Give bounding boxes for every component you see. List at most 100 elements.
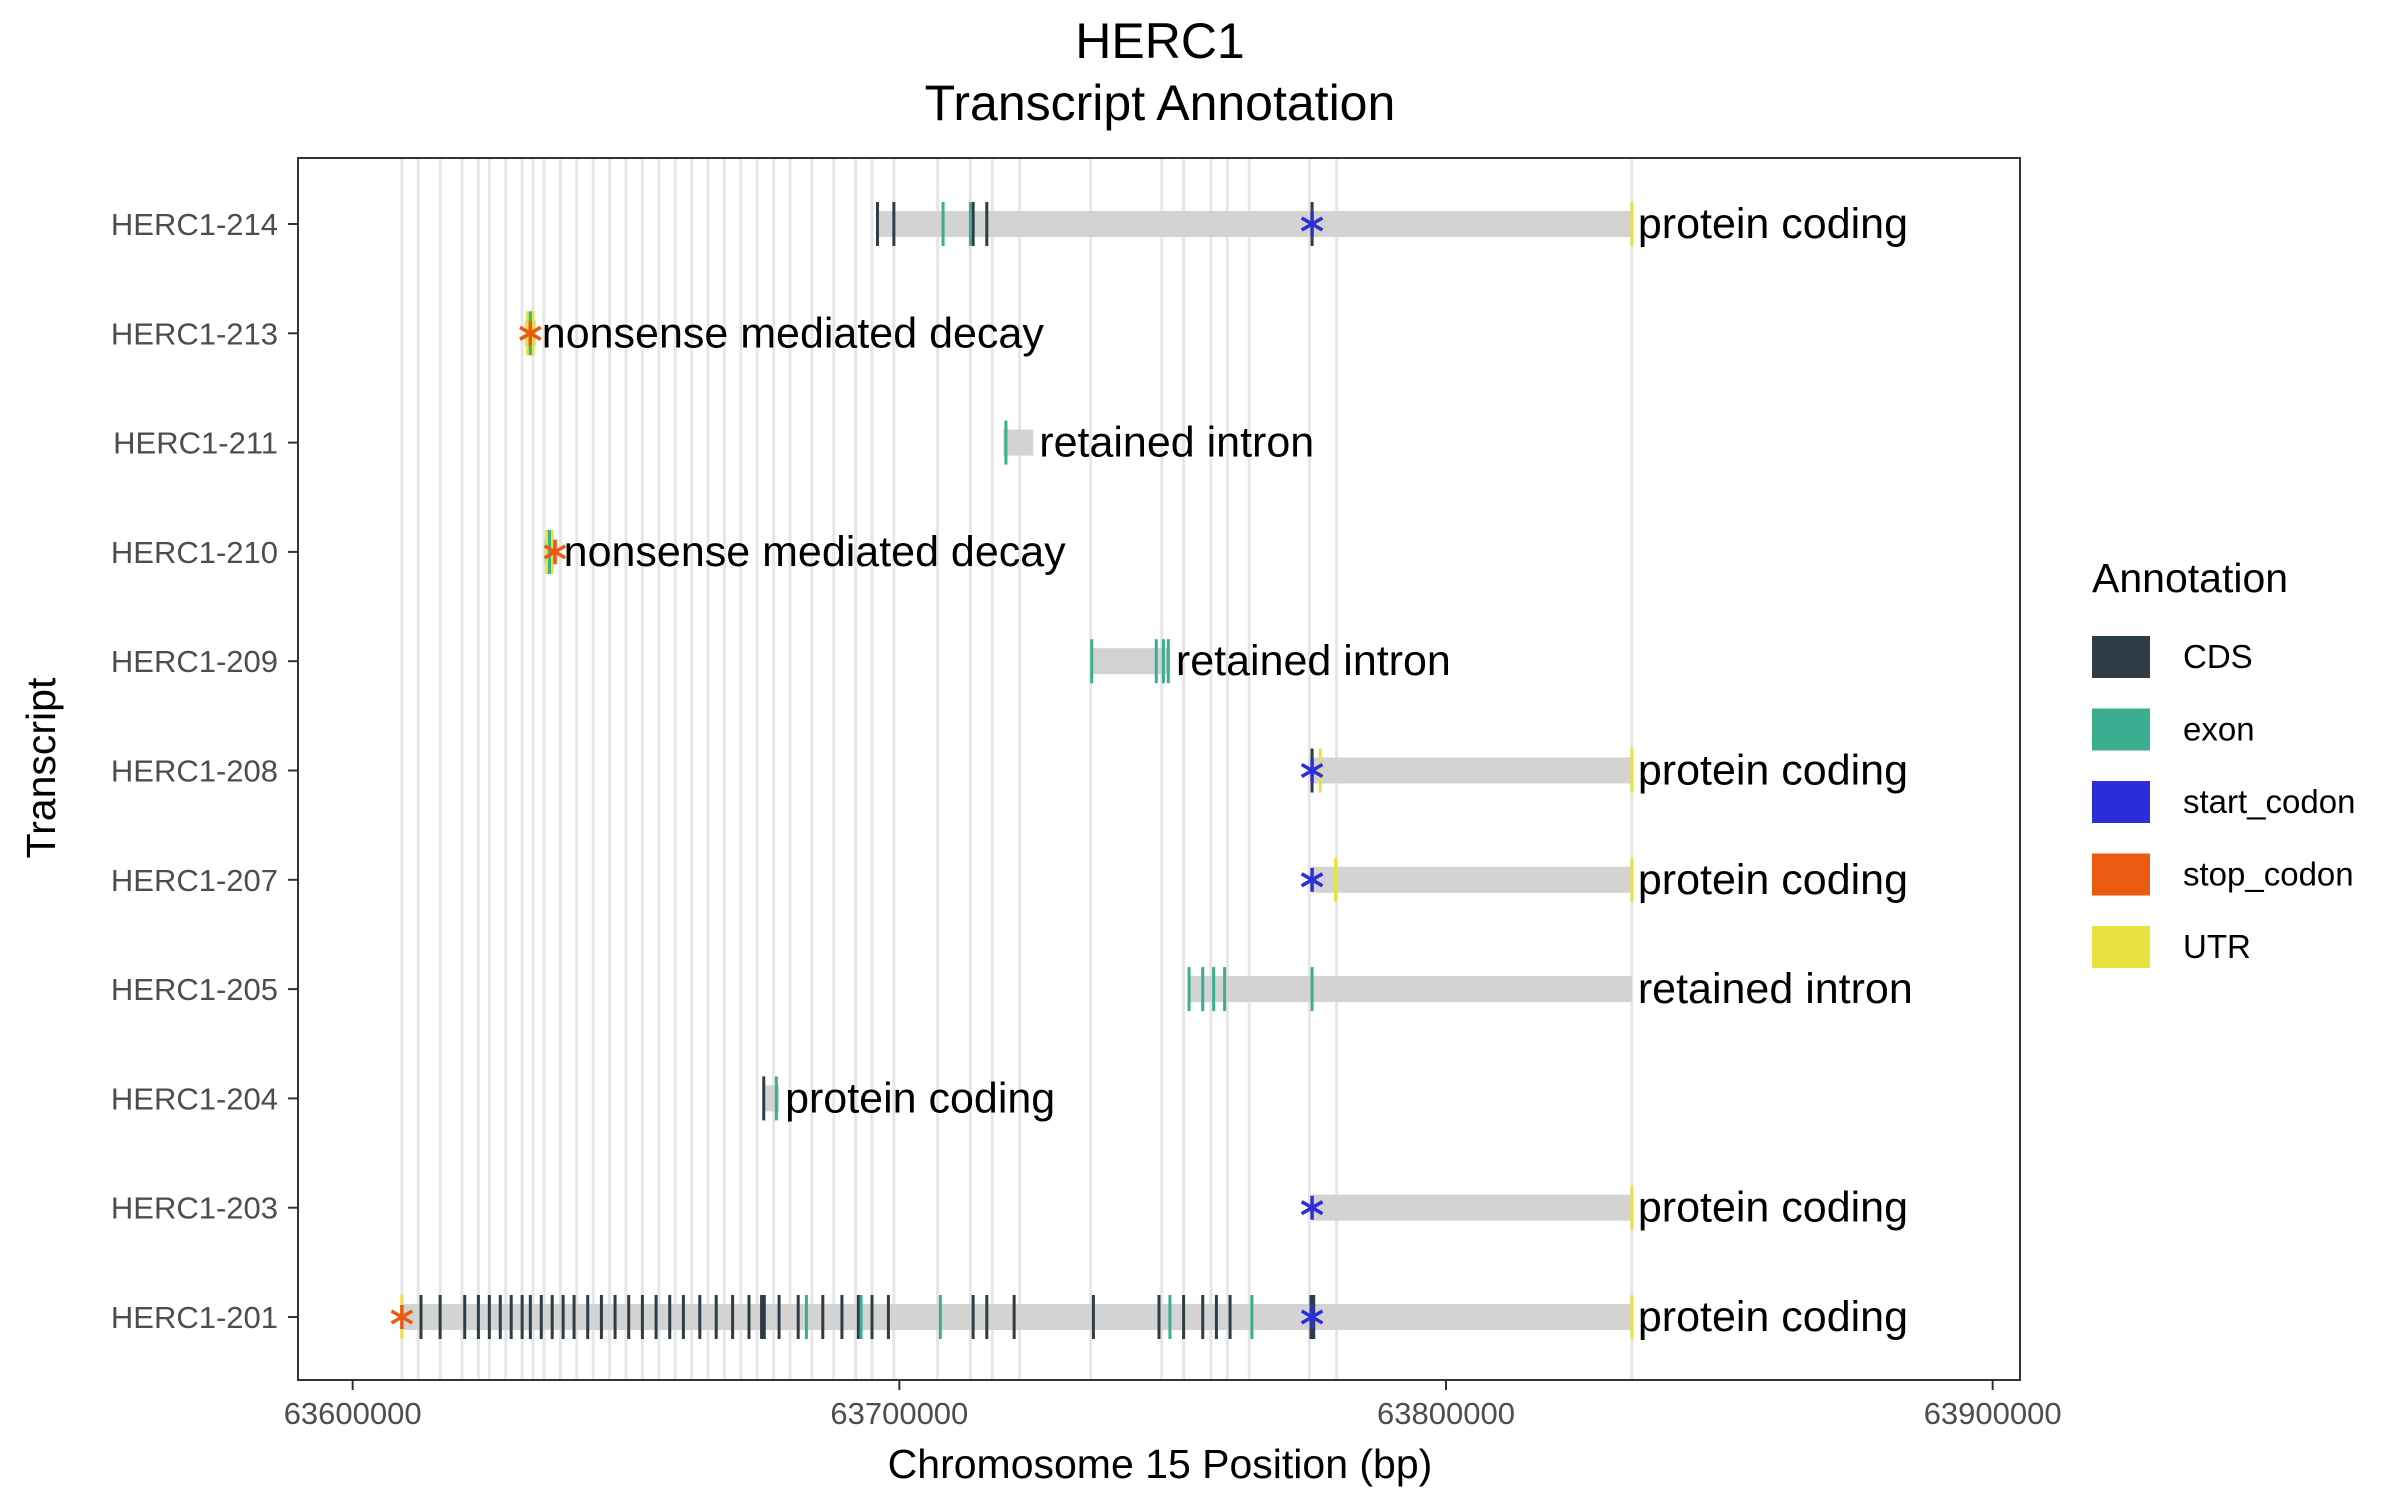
y-tick-label: HERC1-209 <box>111 644 278 679</box>
cds-mark <box>762 1076 766 1121</box>
transcript-biotype-label: retained intron <box>1638 965 1913 1013</box>
plot-border <box>297 157 2021 1381</box>
chart-title: HERC1 <box>1075 13 1244 69</box>
start-codon-stroke <box>1300 1309 1324 1325</box>
legend-item-label: UTR <box>2183 928 2251 965</box>
stop-codon-stroke <box>519 325 542 341</box>
x-tick-label: 63700000 <box>830 1396 968 1431</box>
cds-mark <box>498 1295 502 1339</box>
x-tick-label: 63900000 <box>1924 1396 2062 1431</box>
utr-mark <box>1630 748 1634 793</box>
transcript-track: protein coding <box>1300 856 1908 904</box>
utr-mark <box>1318 748 1322 793</box>
cds-mark <box>572 1295 576 1339</box>
transcript-track: retained intron <box>1003 419 1314 467</box>
y-axis: HERC1-214 HERC1-213 HERC1-211 HERC1-210 HERC… <box>111 207 298 1335</box>
x-tick-label: 63600000 <box>284 1396 422 1431</box>
transcript-body <box>877 211 1632 237</box>
utr-mark <box>1630 1185 1634 1230</box>
start-codon-stroke <box>1300 1200 1324 1216</box>
cds-mark <box>613 1295 617 1339</box>
transcript-body <box>1312 757 1632 784</box>
exon-mark <box>938 1295 942 1339</box>
cds-mark <box>550 1295 554 1339</box>
cds-mark <box>1012 1295 1016 1339</box>
y-tick-label: HERC1-214 <box>111 207 278 242</box>
y-axis-label: Transcript <box>18 677 64 858</box>
transcript-track: protein coding <box>390 1293 1908 1341</box>
exon-mark <box>1223 967 1227 1012</box>
cds-mark <box>419 1295 423 1339</box>
legend: Annotation CDS exon start_codon stop_codon U… <box>2092 555 2355 968</box>
exon-mark <box>804 1295 808 1339</box>
exon-mark <box>1212 967 1216 1012</box>
exon-mark <box>941 202 945 246</box>
exon-mark <box>1310 967 1314 1012</box>
start-codon-mark <box>1300 758 1324 783</box>
exon-mark <box>1166 639 1170 684</box>
cds-mark <box>1214 1295 1218 1339</box>
x-tick-label: 63800000 <box>1377 1396 1515 1431</box>
start-codon-stroke <box>1300 872 1324 888</box>
cds-mark <box>1228 1295 1232 1339</box>
legend-title: Annotation <box>2092 555 2288 601</box>
cds-mark <box>796 1295 800 1339</box>
cds-mark <box>438 1295 442 1339</box>
transcript-body <box>1090 648 1170 675</box>
utr-mark <box>1334 857 1338 902</box>
cds-mark <box>714 1295 718 1339</box>
exon-mark <box>1201 967 1205 1012</box>
legend-swatch <box>2092 853 2150 896</box>
y-tick-label: HERC1-208 <box>111 754 278 789</box>
legend-swatch <box>2092 781 2150 823</box>
transcript-biotype-label: protein coding <box>1638 747 1908 795</box>
stop-codon-mark <box>390 1305 414 1329</box>
exon-mark <box>1090 639 1094 684</box>
cds-mark <box>971 202 975 246</box>
y-tick-label: HERC1-213 <box>111 316 278 351</box>
utr-mark <box>1630 202 1634 246</box>
y-tick-label: HERC1-201 <box>111 1300 278 1335</box>
cds-mark <box>1201 1295 1205 1339</box>
utr-mark <box>1630 1295 1634 1339</box>
cds-mark <box>985 202 989 246</box>
cds-mark <box>1182 1295 1186 1339</box>
plot-background <box>298 158 2020 1380</box>
exon-mark <box>859 1295 863 1339</box>
cds-mark <box>528 1295 532 1339</box>
cds-mark <box>886 1295 890 1339</box>
exon-mark <box>1187 967 1191 1012</box>
transcript-track: nonsense mediated decay <box>519 309 1044 357</box>
utr-mark <box>1630 857 1634 902</box>
y-tick-label: HERC1-207 <box>111 863 278 898</box>
cds-mark <box>487 1295 491 1339</box>
cds-mark <box>520 1295 524 1339</box>
stop-codon-stroke <box>390 1309 414 1325</box>
cds-mark <box>856 1295 860 1339</box>
utr-mark <box>545 529 549 574</box>
transcript-biotype-label: retained intron <box>1039 419 1314 467</box>
transcript-track: protein coding <box>1300 1184 1908 1232</box>
exon-mark <box>1154 639 1158 684</box>
cds-mark <box>731 1295 735 1339</box>
exon-mark <box>547 529 551 574</box>
y-tick-label: HERC1-203 <box>111 1191 278 1226</box>
cds-mark <box>971 1295 975 1339</box>
y-tick-label: HERC1-205 <box>111 972 278 1007</box>
cds-mark <box>599 1295 603 1339</box>
legend-item-label: exon <box>2183 711 2255 748</box>
y-tick-label: HERC1-211 <box>113 426 278 461</box>
cds-mark <box>627 1295 631 1339</box>
transcript-body <box>1003 429 1034 456</box>
transcript-track: protein coding <box>762 1074 1055 1122</box>
cds-mark <box>654 1295 658 1339</box>
exon-mark <box>1250 1295 1254 1339</box>
cds-mark <box>821 1295 825 1339</box>
cds-mark <box>760 1295 764 1339</box>
exon-mark <box>1161 639 1165 684</box>
x-axis: 63600000 63700000 63800000 63900000 <box>284 1380 2062 1431</box>
cds-mark <box>840 1295 844 1339</box>
transcript-body <box>1312 1194 1632 1221</box>
